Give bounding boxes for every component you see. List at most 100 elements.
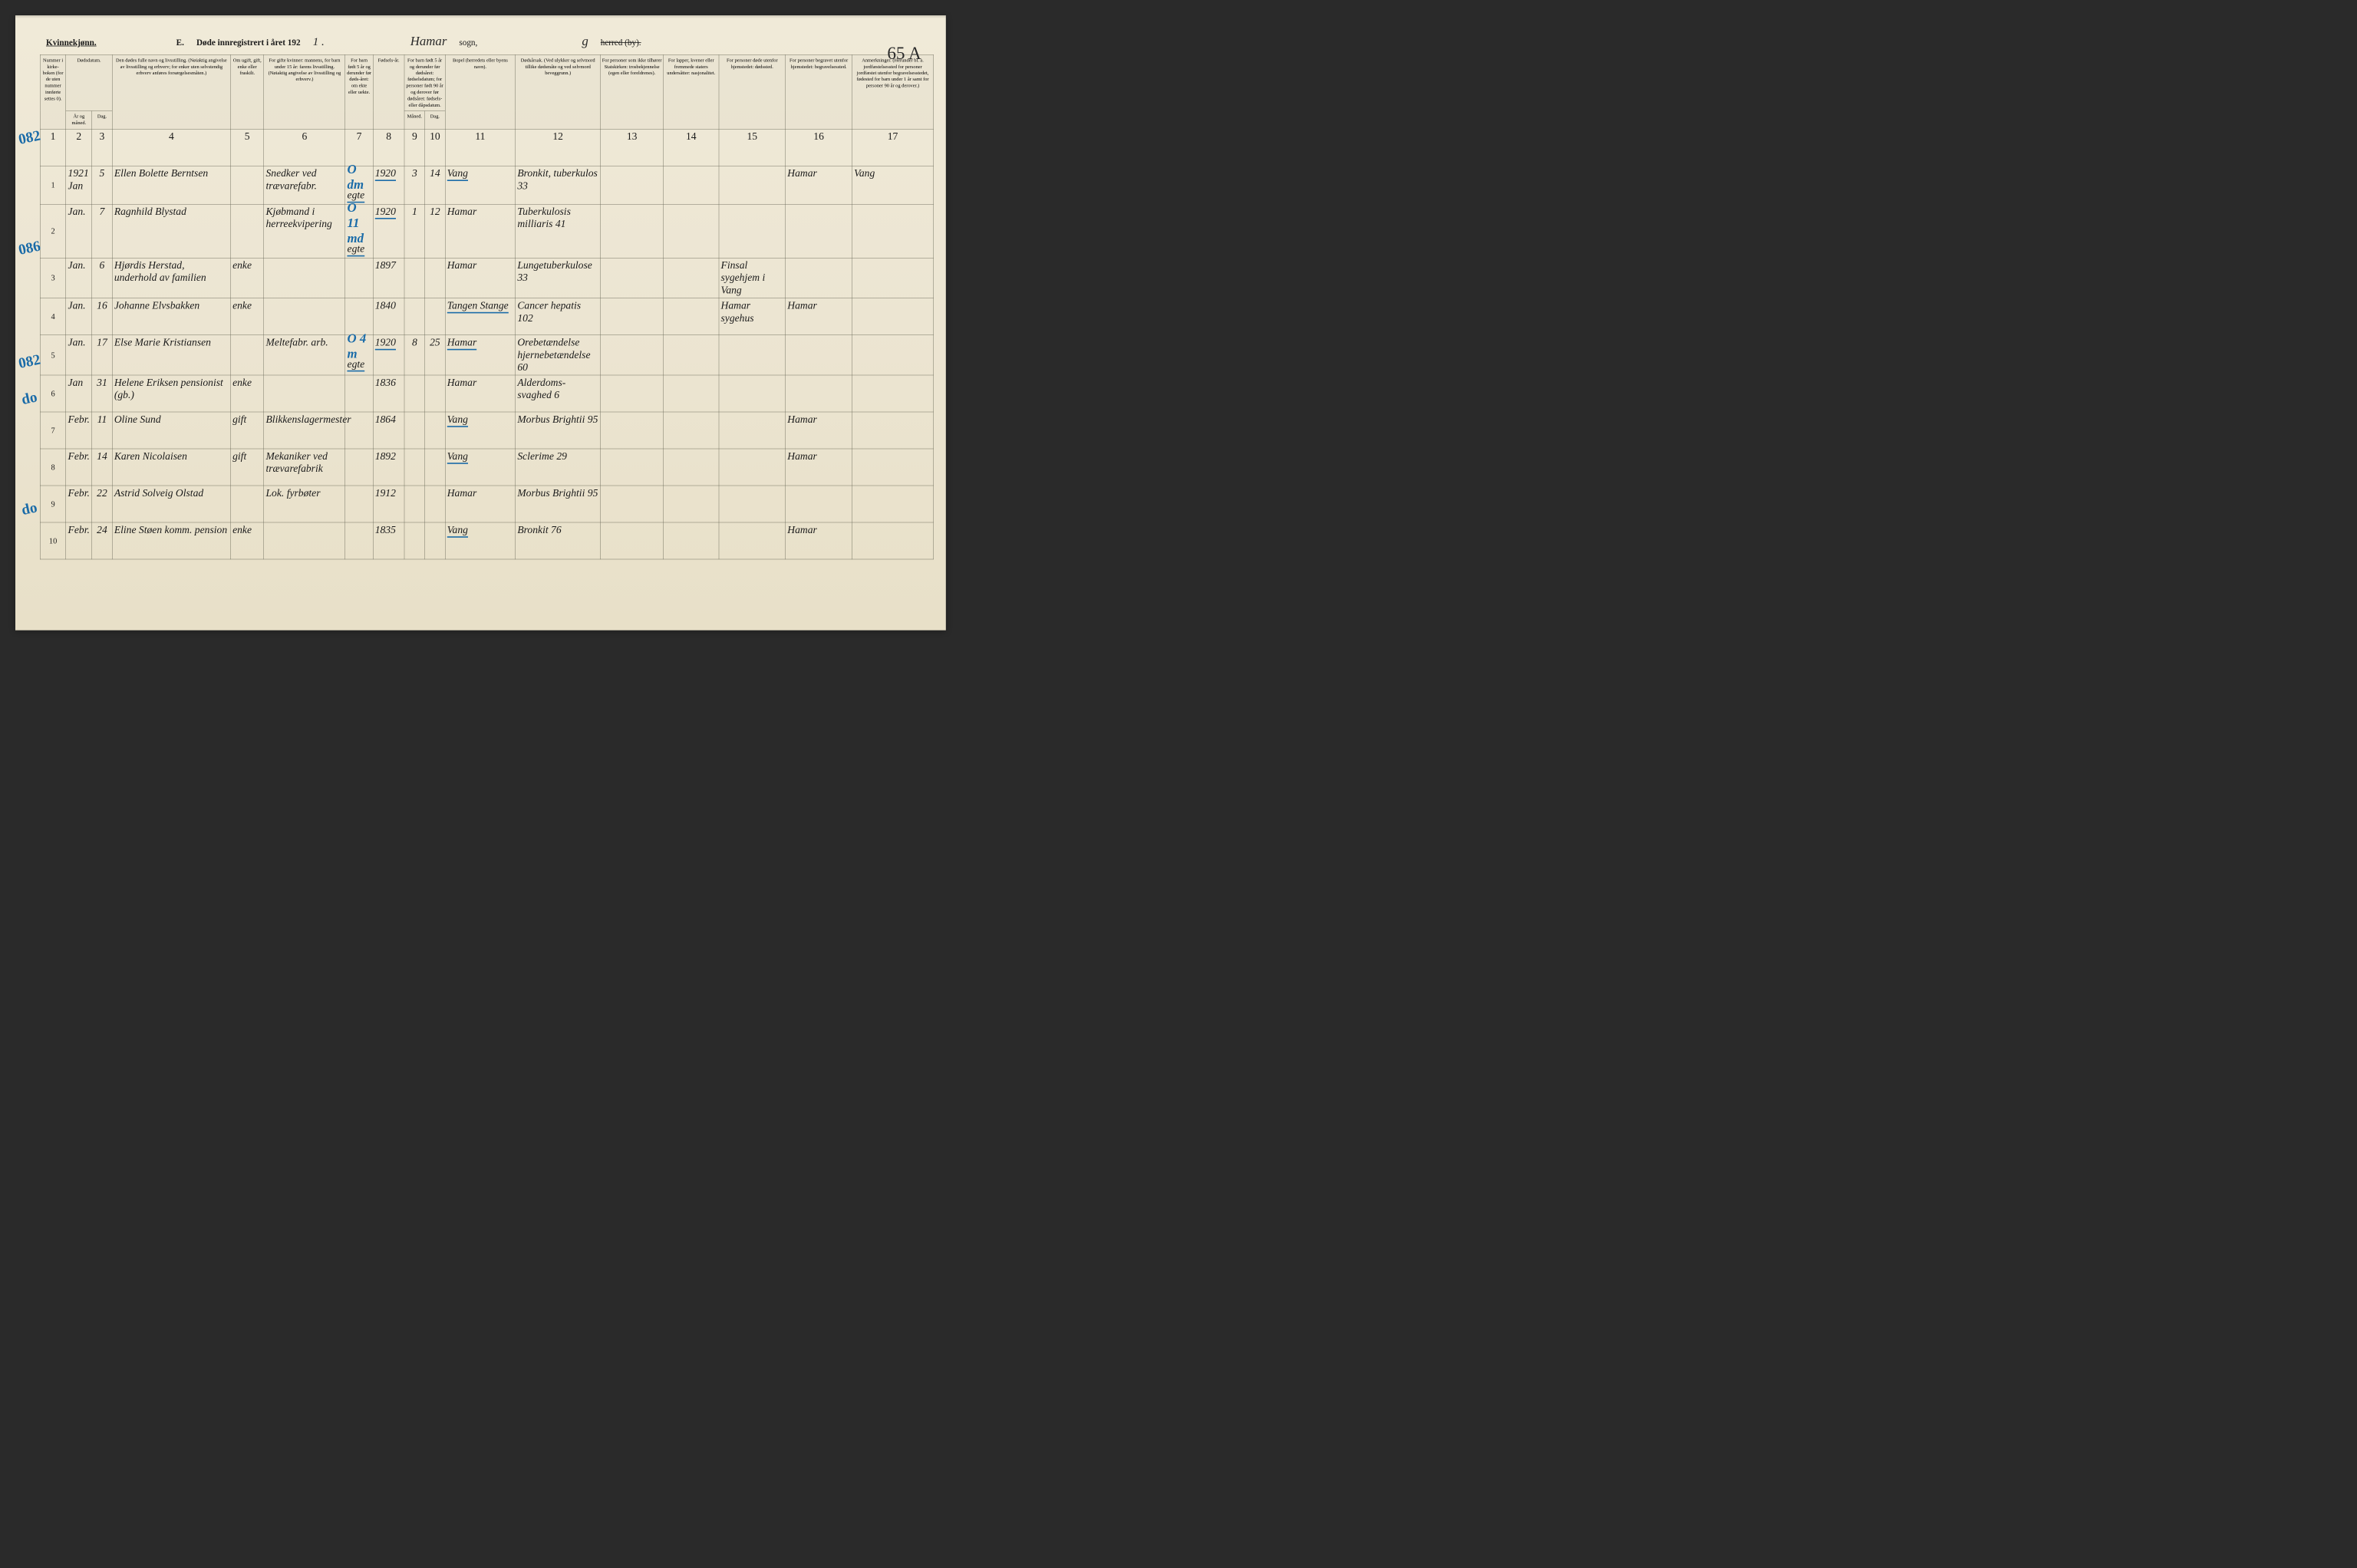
cell (404, 449, 425, 486)
cell: Hamar (445, 204, 516, 258)
col-2-ar: År og måned. (66, 111, 92, 129)
cell: 1835 (373, 522, 404, 559)
cell (404, 258, 425, 298)
cell: Ragnhild Blystad (112, 204, 230, 258)
table-row: 4Jan.16Johanne Elvsbakkenenke1840Tangen … (40, 298, 933, 335)
cell (719, 204, 786, 258)
cell (719, 412, 786, 449)
cell: 7 (40, 412, 66, 449)
cell: Orebetændelse hjernebetændelse 60 (516, 335, 601, 376)
col-11: For personer som ikke tilhører Statskirk… (601, 54, 664, 129)
ledger-table: Nummer i kirke-boken (for de uten nummer… (40, 54, 934, 559)
cell: Eline Støen komm. pension (112, 522, 230, 559)
cell (264, 375, 345, 412)
cell: Lok. fyrbøter (264, 486, 345, 522)
cell: 6 (92, 258, 113, 298)
cell (601, 204, 664, 258)
cell: enke (231, 298, 264, 335)
cell (852, 375, 933, 412)
table-row: 10Febr.24Eline Støen komm. pensionenke18… (40, 522, 933, 559)
cell: 1920 (373, 166, 404, 204)
cell: Jan. (66, 335, 92, 376)
cell: 1864 (373, 412, 404, 449)
table-header: Nummer i kirke-boken (for de uten nummer… (40, 54, 933, 166)
cell (601, 522, 664, 559)
cell (425, 522, 446, 559)
cell (664, 298, 719, 335)
cell: enke (231, 522, 264, 559)
cell: Cancer hepatis 102 (516, 298, 601, 335)
cell: Vang (445, 522, 516, 559)
cell (719, 375, 786, 412)
cell (852, 412, 933, 449)
cell: 9 (40, 486, 66, 522)
col-15: Anmerkninger. (Herunder bl. a. jordfæste… (852, 54, 933, 129)
table-row: 7Febr.11Oline SundgiftBlikkenslagermeste… (40, 412, 933, 449)
column-number-row: 1 2 3 4 5 6 7 8 9 10 11 12 13 14 15 16 1… (40, 129, 933, 166)
cell (852, 335, 933, 376)
col-13: For personer døde utenfor hjemstedet: dø… (719, 54, 786, 129)
col-2a: Dødsdatum. (66, 54, 112, 110)
col-10: Dødsårsak. (Ved ulykker og selvmord till… (516, 54, 601, 129)
cell: Jan (66, 375, 92, 412)
ledger-page: 65 A Kvinnekjønn. E. Døde innregistrert … (15, 15, 946, 631)
col-9: Bopel (herredets eller byens navn). (445, 54, 516, 129)
cell: Kjøbmand i herreekvipering (264, 204, 345, 258)
cell: Alderdoms-svaghed 6 (516, 375, 601, 412)
cell (345, 522, 373, 559)
header-sogn-value: Hamar (410, 34, 447, 48)
cell (852, 204, 933, 258)
cell: 12 (425, 204, 446, 258)
cell: Jan. (66, 298, 92, 335)
cell (664, 375, 719, 412)
cell: O dmegte (345, 166, 373, 204)
table-row: 6Jan31Helene Eriksen pensionist (gb.)enk… (40, 375, 933, 412)
cell (786, 375, 852, 412)
cell (404, 412, 425, 449)
cell: Bronkit, tuberkulos 33 (516, 166, 601, 204)
cell: Febr. (66, 412, 92, 449)
cell: Morbus Brightii 95 (516, 412, 601, 449)
cell (601, 298, 664, 335)
cell (664, 522, 719, 559)
cell: Jan. (66, 204, 92, 258)
cell: Finsal sygehjem i Vang (719, 258, 786, 298)
cell: 6 (40, 375, 66, 412)
header-section: E. (176, 38, 184, 48)
cell (425, 486, 446, 522)
cell (719, 166, 786, 204)
cell (601, 486, 664, 522)
cell: 31 (92, 375, 113, 412)
cell: 5 (92, 166, 113, 204)
col-4: Om ugift, gift, enke eller fraskilt. (231, 54, 264, 129)
cell: enke (231, 258, 264, 298)
cell: 1920 (373, 335, 404, 376)
cell: Hjørdis Herstad, underhold av familien (112, 258, 230, 298)
margin-annotation: do (20, 499, 38, 519)
cell: 7 (92, 204, 113, 258)
cell (786, 335, 852, 376)
cell: O 4 megte (345, 335, 373, 376)
cell: Hamar sygehus (719, 298, 786, 335)
cell: Lungetuberkulose 33 (516, 258, 601, 298)
cell: Hamar (445, 375, 516, 412)
cell (231, 486, 264, 522)
cell: Sclerime 29 (516, 449, 601, 486)
cell: 17 (92, 335, 113, 376)
cell: 1 (40, 166, 66, 204)
cell (664, 449, 719, 486)
cell (404, 522, 425, 559)
cell (345, 375, 373, 412)
cell (664, 258, 719, 298)
cell: Tangen Stange (445, 298, 516, 335)
col-8d: Dag. (425, 111, 446, 129)
header-sogn-label: sogn, (459, 38, 477, 48)
cell: Ellen Bolette Berntsen (112, 166, 230, 204)
cell (852, 449, 933, 486)
cell: Hamar (786, 166, 852, 204)
cell: 1897 (373, 258, 404, 298)
cell: 1 (404, 204, 425, 258)
cell (719, 486, 786, 522)
cell (404, 298, 425, 335)
col-5: For gifte kvinner: mannens, for barn und… (264, 54, 345, 129)
